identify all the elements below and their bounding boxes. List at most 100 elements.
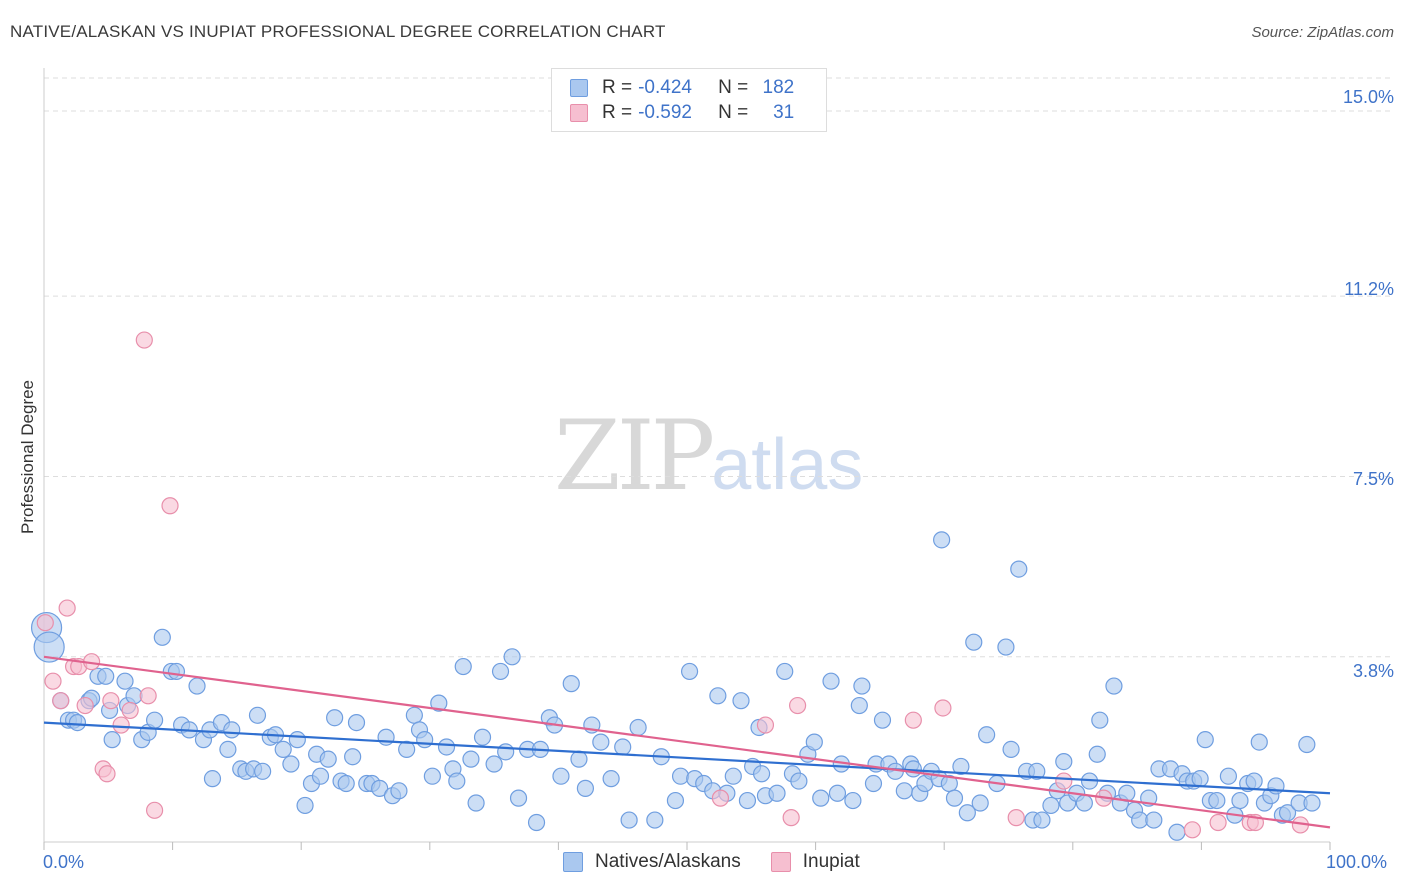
n-label: N = (718, 77, 749, 98)
natives-point (1231, 791, 1249, 810)
natives-point (958, 804, 976, 822)
natives-point (1168, 823, 1186, 841)
natives-point (790, 772, 808, 790)
watermark: ZIPatlas (554, 400, 863, 512)
inupiat-point (161, 497, 179, 515)
natives-point (1298, 735, 1316, 754)
natives-point (485, 755, 503, 773)
natives-point (153, 628, 171, 646)
r-label: R = (602, 102, 633, 123)
natives-point (527, 813, 546, 832)
natives-point (576, 779, 595, 797)
natives-point (219, 740, 237, 759)
natives-point (812, 789, 830, 807)
natives-point (614, 738, 632, 756)
natives-point (562, 675, 580, 693)
natives-point (167, 662, 186, 681)
natives-point (1245, 772, 1263, 790)
legend-label-inupiat: Inupiat (802, 851, 860, 872)
legend-item-inupiat[interactable]: Inupiat (770, 851, 860, 873)
inupiat-point (782, 809, 800, 827)
natives-point (1002, 740, 1020, 759)
natives-point (503, 648, 521, 666)
natives-point (1028, 762, 1046, 780)
inupiat-point (52, 692, 70, 710)
natives-point (33, 631, 65, 663)
inupiat-point (1007, 809, 1025, 827)
stats-legend-row-inupiat: R = -0.592 N = 31 (570, 101, 794, 125)
natives-point (971, 794, 989, 812)
r-label: R = (602, 77, 633, 98)
natives-point (223, 721, 241, 739)
natives-point (828, 784, 847, 802)
natives-point (602, 770, 620, 788)
trend-lines (43, 655, 1331, 829)
natives-point (853, 677, 871, 695)
natives-point (288, 731, 306, 749)
natives-point (629, 718, 647, 737)
natives-point (116, 672, 134, 690)
natives-point (732, 692, 750, 710)
natives-point (390, 782, 408, 800)
r-value: -0.424 (638, 77, 692, 98)
inupiat-point (145, 801, 164, 819)
inupiat-point (788, 696, 807, 715)
natives-point (895, 782, 913, 800)
natives-point (864, 774, 883, 793)
natives-point (709, 687, 727, 705)
inupiat-point (36, 614, 54, 632)
natives-point (1208, 791, 1226, 810)
natives-point (282, 755, 300, 773)
natives-point (1042, 796, 1060, 815)
natives-point (430, 694, 448, 712)
r-value: -0.592 (638, 102, 692, 123)
natives-point (776, 662, 794, 681)
natives-point (822, 672, 840, 690)
y-tick-label: 15.0% (1342, 87, 1394, 107)
legend-swatch-blue (570, 79, 588, 97)
natives-point (326, 709, 344, 727)
natives-point (1105, 677, 1123, 695)
inupiat-point (121, 701, 139, 720)
inupiat-point (904, 711, 922, 729)
n-value: 182 (762, 77, 795, 98)
natives-point (296, 796, 314, 815)
inupiat-point (756, 716, 775, 734)
natives-point (462, 750, 480, 768)
natives-point (873, 711, 892, 729)
natives-point (274, 740, 292, 759)
natives-point (97, 667, 115, 685)
legend-item-natives[interactable]: Natives/Alaskans (563, 851, 741, 873)
natives-point (311, 767, 330, 785)
natives-point (965, 633, 983, 651)
watermark-zip: ZIP (554, 400, 715, 512)
gridlines (44, 77, 1392, 658)
inupiat-point (711, 789, 730, 807)
natives-point (1010, 560, 1028, 578)
n-label: N = (718, 102, 749, 123)
inupiat-point (1183, 821, 1201, 839)
legend-swatch-pink (770, 852, 791, 872)
natives-point (491, 662, 510, 681)
natives-point (448, 772, 466, 790)
natives-point (145, 711, 164, 729)
natives-point (416, 731, 434, 749)
natives-point (1075, 794, 1093, 812)
natives-point (680, 662, 699, 681)
natives-point (850, 696, 868, 715)
natives-point (405, 706, 423, 724)
natives-point (592, 733, 610, 751)
legend-label-natives: Natives/Alaskans (595, 851, 741, 872)
source-label: Source: ZipAtlas.com (1251, 24, 1394, 41)
inupiat-point (1055, 772, 1073, 790)
inupiat-point (139, 687, 157, 705)
inupiat-trend-line (43, 655, 1331, 829)
natives-point (805, 733, 823, 751)
natives-point (1033, 811, 1051, 829)
natives-point (454, 657, 472, 676)
inupiat-point (98, 765, 116, 783)
natives-point (68, 714, 87, 732)
natives-point (1091, 711, 1109, 729)
x-tick-label-min: 0.0% (43, 852, 85, 872)
